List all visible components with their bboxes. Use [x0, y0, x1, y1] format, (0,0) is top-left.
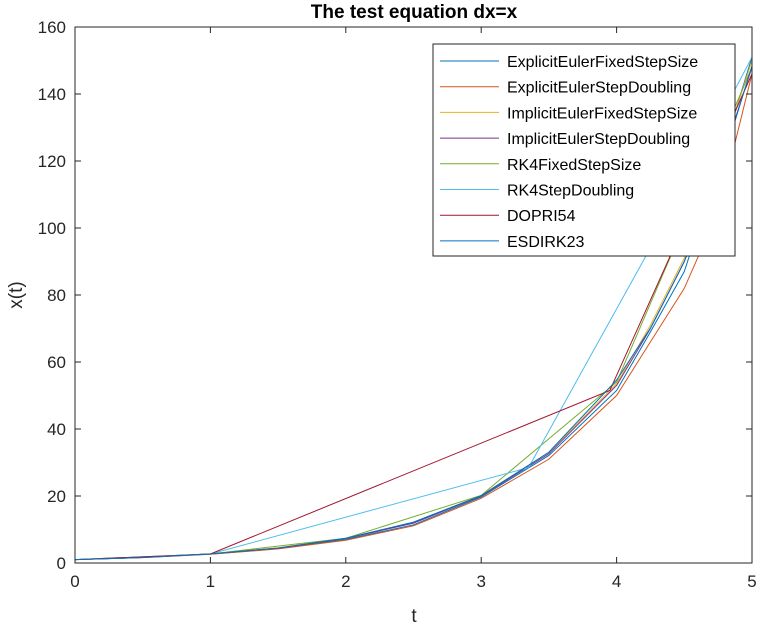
legend-entry: ExplicitEulerStepDoubling: [440, 80, 691, 97]
y-tick-label: 120: [38, 152, 66, 171]
y-tick-label: 100: [38, 219, 66, 238]
legend-label: RK4StepDoubling: [507, 183, 634, 200]
y-tick-label: 80: [47, 286, 66, 305]
x-tick-label: 3: [476, 572, 485, 591]
x-tick-label: 1: [206, 572, 215, 591]
y-tick-label: 0: [57, 554, 66, 573]
y-tick-label: 20: [47, 487, 66, 506]
x-tick-label: 0: [70, 572, 79, 591]
x-axis-label: t: [411, 606, 417, 626]
chart-title: The test equation dx=x: [311, 2, 518, 23]
legend-label: ExplicitEulerFixedStepSize: [507, 54, 698, 71]
legend-entry: ImplicitEulerFixedStepSize: [440, 105, 697, 122]
legend-entry: ESDIRK23: [440, 234, 584, 251]
x-tick-label: 5: [747, 572, 756, 591]
legend-label: RK4FixedStepSize: [507, 157, 641, 174]
legend-entry: DOPRI54: [440, 208, 576, 225]
y-tick-label: 60: [47, 353, 66, 372]
legend-label: ESDIRK23: [507, 234, 584, 251]
legend-label: ImplicitEulerStepDoubling: [507, 131, 690, 148]
legend-entry: ExplicitEulerFixedStepSize: [440, 54, 698, 71]
x-tick-label: 2: [341, 572, 350, 591]
legend-items: ExplicitEulerFixedStepSize ExplicitEulerS…: [440, 54, 698, 251]
legend-entry: RK4FixedStepSize: [440, 157, 641, 174]
y-tick-label: 140: [38, 85, 66, 104]
legend-box: [432, 43, 736, 257]
legend-entry: ImplicitEulerStepDoubling: [440, 131, 690, 148]
y-tick-label: 40: [47, 420, 66, 439]
x-tick-label: 4: [612, 572, 621, 591]
x-ticks: 0 1 2 3 4 5: [70, 27, 757, 591]
legend: ExplicitEulerFixedStepSize ExplicitEulerS…: [432, 43, 736, 257]
y-axis-label: x(t): [6, 281, 27, 308]
y-tick-label: 160: [38, 18, 66, 37]
legend-entry: RK4StepDoubling: [440, 183, 634, 200]
legend-label: ImplicitEulerFixedStepSize: [507, 105, 697, 122]
legend-label: ExplicitEulerStepDoubling: [507, 80, 691, 97]
y-ticks: 0 20 40 60 80 100 120 140 160: [38, 18, 752, 573]
legend-label: DOPRI54: [507, 208, 576, 225]
series-line-7: [75, 65, 752, 561]
